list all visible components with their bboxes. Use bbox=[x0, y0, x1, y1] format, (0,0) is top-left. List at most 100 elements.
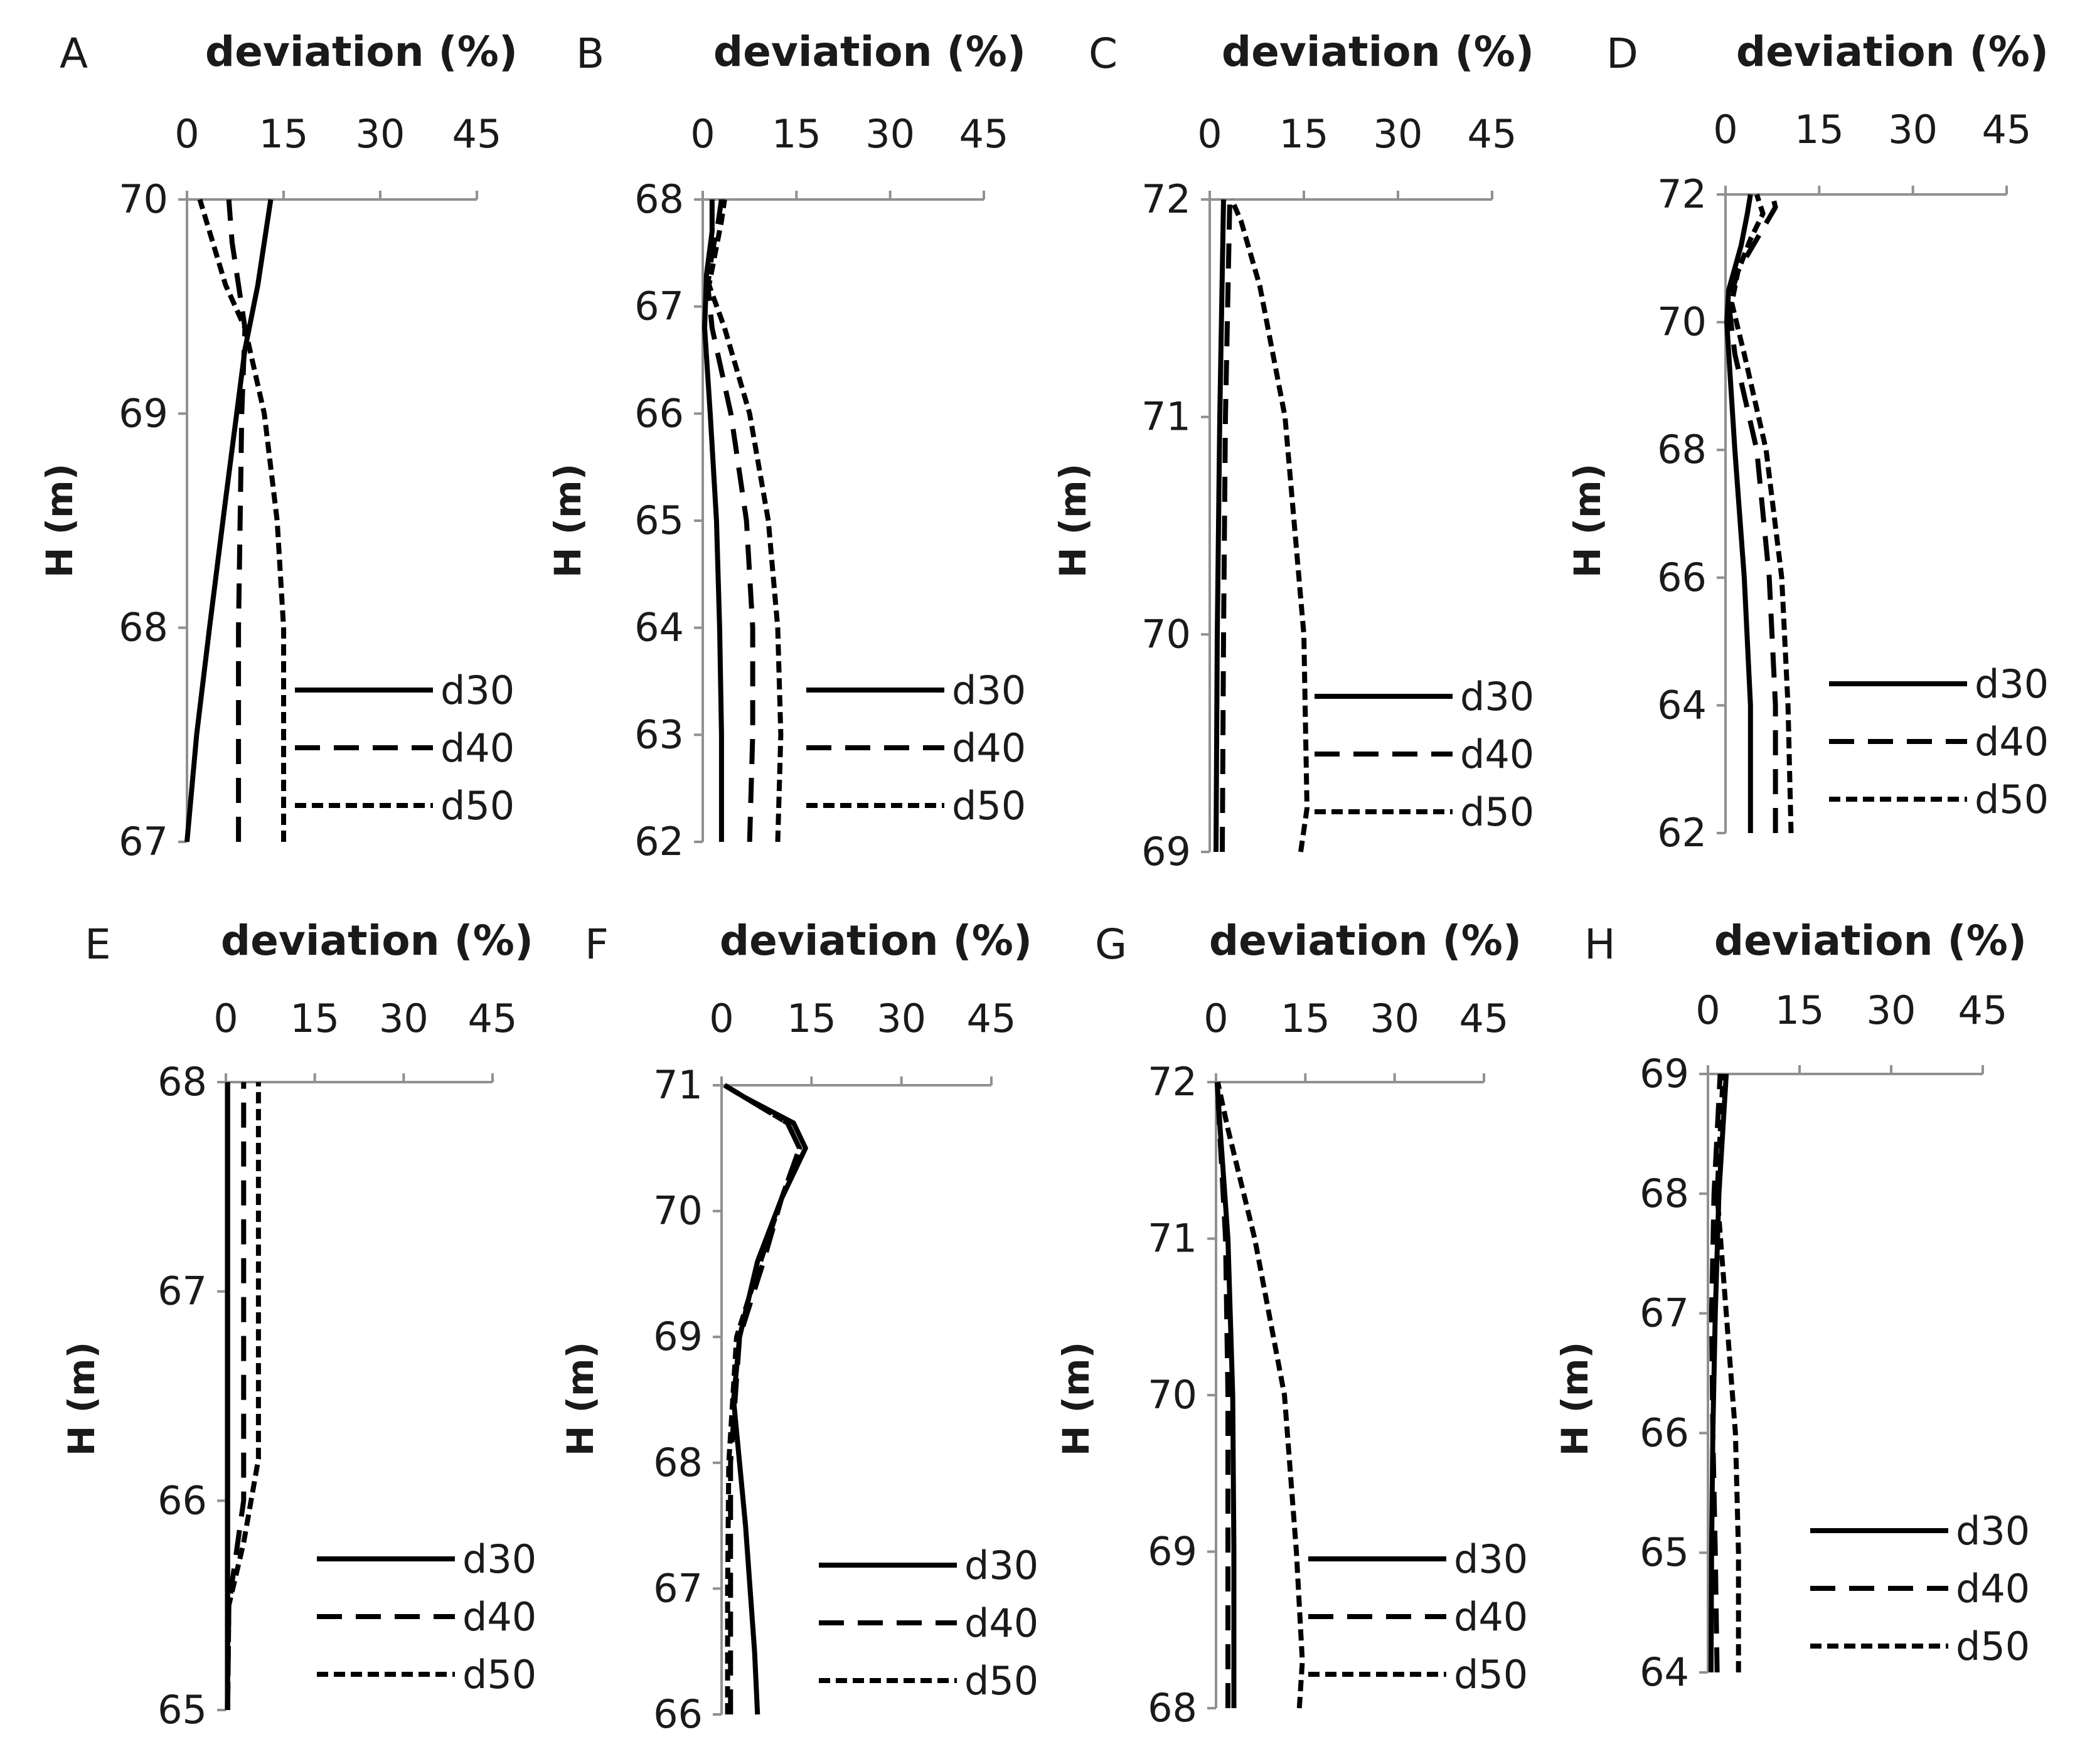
x-axis-title-a: deviation (%) bbox=[205, 28, 518, 76]
x-tick-label-h: 15 bbox=[1775, 987, 1825, 1033]
x-tick-label-h: 30 bbox=[1867, 987, 1916, 1033]
legend-label-d40-g: d40 bbox=[1454, 1594, 1528, 1640]
y-tick-label-b: 68 bbox=[634, 176, 684, 222]
y-tick-label-f: 71 bbox=[653, 1062, 703, 1108]
panel-letter-h: H bbox=[1584, 920, 1616, 969]
x-tick-label-f: 0 bbox=[709, 996, 733, 1041]
x-tick-label-f: 45 bbox=[967, 996, 1016, 1041]
y-tick-label-f: 68 bbox=[653, 1440, 703, 1485]
x-tick-label-c: 45 bbox=[1468, 111, 1517, 157]
x-axis-title-h: deviation (%) bbox=[1714, 917, 2027, 965]
legend-label-d30-a: d30 bbox=[440, 667, 515, 713]
series-d50-a bbox=[197, 198, 286, 842]
panel-letter-a: A bbox=[60, 29, 88, 78]
y-tick-label-f: 67 bbox=[653, 1565, 703, 1611]
series-d50-d bbox=[1729, 193, 1794, 834]
legend-label-d30-f: d30 bbox=[964, 1543, 1038, 1588]
x-tick-label-g: 15 bbox=[1281, 996, 1330, 1041]
y-tick-label-b: 62 bbox=[634, 819, 684, 864]
y-tick-label-f: 70 bbox=[653, 1188, 703, 1234]
x-tick-label-c: 30 bbox=[1374, 111, 1423, 157]
y-tick-label-h: 69 bbox=[1640, 1051, 1689, 1097]
legend-label-d30-e: d30 bbox=[462, 1536, 536, 1582]
x-axis-title-f: deviation (%) bbox=[720, 917, 1032, 965]
y-tick-label-c: 72 bbox=[1141, 176, 1191, 222]
y-tick-label-g: 70 bbox=[1148, 1372, 1197, 1418]
x-tick-label-c: 15 bbox=[1279, 111, 1329, 157]
legend-label-d40-e: d40 bbox=[462, 1594, 536, 1640]
y-tick-label-f: 66 bbox=[653, 1691, 703, 1737]
y-tick-label-e: 66 bbox=[157, 1477, 207, 1523]
x-tick-label-d: 45 bbox=[1982, 107, 2032, 152]
x-tick-label-b: 45 bbox=[959, 111, 1009, 157]
legend-label-d50-g: d50 bbox=[1454, 1652, 1528, 1698]
legend-label-d40-d: d40 bbox=[1975, 719, 2049, 765]
x-axis-title-g: deviation (%) bbox=[1209, 917, 1522, 965]
x-tick-label-e: 15 bbox=[290, 996, 339, 1041]
legend-label-d30-h: d30 bbox=[1956, 1508, 2030, 1554]
y-tick-label-c: 70 bbox=[1141, 611, 1191, 657]
y-axis-title-g: H (m) bbox=[1055, 1342, 1097, 1456]
y-tick-label-e: 68 bbox=[157, 1059, 207, 1105]
x-tick-label-e: 45 bbox=[468, 996, 518, 1041]
y-tick-label-f: 69 bbox=[653, 1314, 703, 1359]
y-tick-label-d: 64 bbox=[1657, 682, 1707, 728]
panel-letter-d: D bbox=[1606, 29, 1638, 78]
y-tick-label-d: 72 bbox=[1657, 171, 1707, 217]
y-tick-label-c: 69 bbox=[1141, 829, 1191, 874]
x-tick-label-h: 45 bbox=[1958, 987, 2008, 1033]
legend-label-d50-c: d50 bbox=[1460, 789, 1534, 835]
x-tick-label-b: 30 bbox=[865, 111, 915, 157]
series-d40-c bbox=[1220, 199, 1232, 853]
y-tick-label-a: 67 bbox=[119, 819, 168, 864]
x-tick-label-g: 0 bbox=[1203, 996, 1228, 1041]
y-tick-label-g: 68 bbox=[1148, 1685, 1197, 1731]
x-axis-title-b: deviation (%) bbox=[713, 28, 1026, 76]
series-d40-b bbox=[705, 199, 755, 842]
y-tick-label-b: 63 bbox=[634, 711, 684, 757]
y-tick-label-g: 72 bbox=[1148, 1059, 1197, 1105]
x-tick-label-g: 30 bbox=[1370, 996, 1419, 1041]
series-d50-c bbox=[1229, 198, 1310, 853]
x-axis-title-c: deviation (%) bbox=[1222, 28, 1534, 76]
series-d40-g bbox=[1214, 1081, 1230, 1708]
x-tick-label-a: 30 bbox=[356, 111, 405, 157]
series-d30-a bbox=[184, 199, 274, 842]
y-tick-label-b: 64 bbox=[634, 605, 684, 651]
x-tick-label-d: 30 bbox=[1888, 107, 1938, 152]
y-tick-label-g: 69 bbox=[1148, 1529, 1197, 1575]
legend-label-d30-c: d30 bbox=[1460, 674, 1534, 720]
y-tick-label-d: 70 bbox=[1657, 299, 1707, 345]
legend-label-d40-a: d40 bbox=[440, 725, 515, 771]
y-tick-label-h: 66 bbox=[1640, 1410, 1689, 1455]
y-tick-label-c: 71 bbox=[1141, 394, 1191, 440]
y-tick-label-h: 68 bbox=[1640, 1171, 1689, 1216]
legend-label-d50-h: d50 bbox=[1956, 1623, 2030, 1669]
y-tick-label-a: 69 bbox=[119, 390, 168, 436]
y-tick-label-h: 64 bbox=[1640, 1649, 1689, 1695]
series-d30-b bbox=[702, 199, 724, 842]
series-d50-b bbox=[707, 199, 784, 842]
y-axis-title-c: H (m) bbox=[1052, 464, 1094, 578]
x-tick-label-d: 15 bbox=[1795, 107, 1844, 152]
x-tick-label-b: 15 bbox=[772, 111, 821, 157]
x-tick-label-g: 45 bbox=[1459, 996, 1509, 1041]
x-tick-label-a: 0 bbox=[174, 111, 199, 157]
x-tick-label-a: 15 bbox=[259, 111, 309, 157]
series-d50-h bbox=[1714, 1073, 1741, 1672]
y-tick-label-e: 65 bbox=[157, 1687, 207, 1733]
x-axis-title-e: deviation (%) bbox=[221, 917, 533, 965]
panel-letter-g: G bbox=[1095, 920, 1127, 969]
y-tick-label-d: 68 bbox=[1657, 427, 1707, 472]
x-tick-label-c: 0 bbox=[1197, 111, 1222, 157]
y-axis-title-f: H (m) bbox=[559, 1342, 602, 1456]
legend-label-d40-f: d40 bbox=[964, 1600, 1038, 1646]
legend-label-d50-e: d50 bbox=[462, 1652, 536, 1698]
